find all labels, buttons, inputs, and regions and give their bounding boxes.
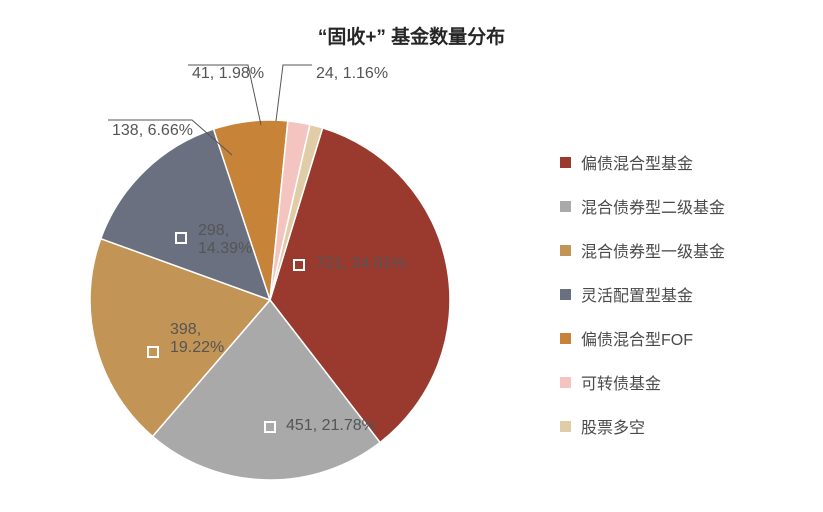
legend-label: 偏债混合型基金 bbox=[581, 150, 693, 174]
legend-swatch-icon bbox=[560, 289, 571, 300]
legend-item-2: 混合债券型一级基金 bbox=[560, 238, 725, 262]
leader-line bbox=[276, 65, 312, 121]
legend-label: 混合债券型二级基金 bbox=[581, 194, 725, 218]
legend-label: 偏债混合型FOF bbox=[581, 326, 693, 350]
legend-item-1: 混合债券型二级基金 bbox=[560, 194, 725, 218]
legend-label: 股票多空 bbox=[581, 414, 645, 438]
legend-item-3: 灵活配置型基金 bbox=[560, 282, 725, 306]
legend-swatch-icon bbox=[560, 377, 571, 388]
legend-item-4: 偏债混合型FOF bbox=[560, 326, 725, 350]
legend-swatch-icon bbox=[560, 201, 571, 212]
legend-swatch-icon bbox=[560, 421, 571, 432]
legend-label: 混合债券型一级基金 bbox=[581, 238, 725, 262]
legend-swatch-icon bbox=[560, 333, 571, 344]
legend-label: 可转债基金 bbox=[581, 370, 661, 394]
legend-swatch-icon bbox=[560, 245, 571, 256]
legend-item-0: 偏债混合型基金 bbox=[560, 150, 725, 174]
legend-item-6: 股票多空 bbox=[560, 414, 725, 438]
legend: 偏债混合型基金混合债券型二级基金混合债券型一级基金灵活配置型基金偏债混合型FOF… bbox=[560, 150, 725, 438]
pie-chart bbox=[80, 110, 460, 490]
legend-item-5: 可转债基金 bbox=[560, 370, 725, 394]
leader-line bbox=[188, 65, 261, 125]
legend-label: 灵活配置型基金 bbox=[581, 282, 693, 306]
legend-swatch-icon bbox=[560, 157, 571, 168]
